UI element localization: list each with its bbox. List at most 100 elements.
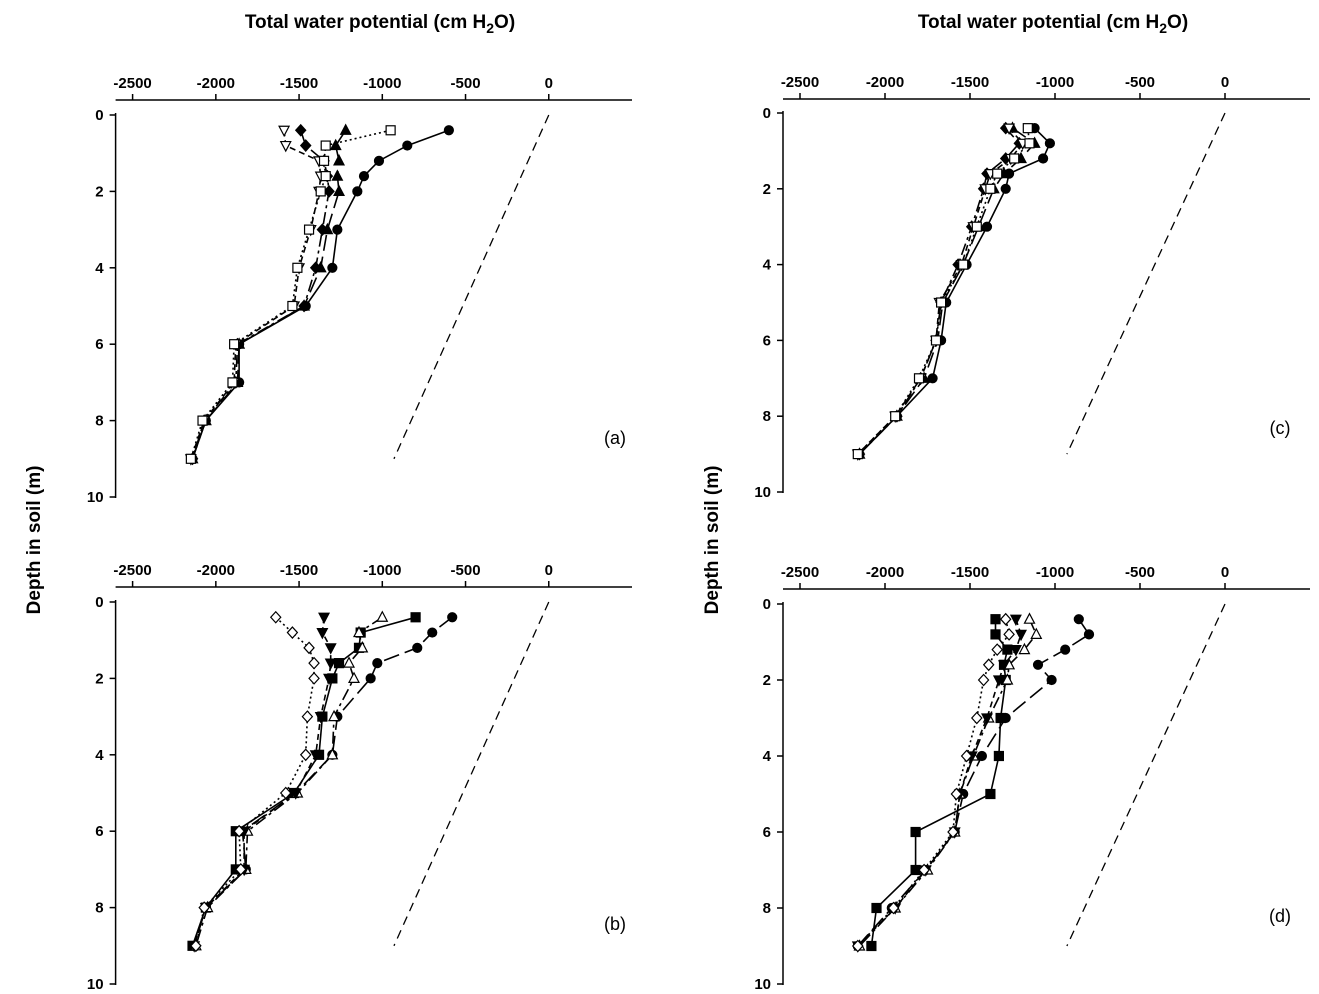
series-3-point [356,641,369,653]
series-5-point [1022,123,1033,134]
series-5-point [287,300,298,312]
series-3-point [328,709,341,722]
x-tick-label: -1000 [363,75,401,92]
series-5-point [301,710,314,723]
series-5-point [971,221,982,232]
series-2-point [866,940,877,952]
x-tick-label: 0 [1221,74,1229,91]
x-tick-label: -500 [451,75,481,92]
series-5-point [308,672,320,685]
series-1-point [1060,644,1071,655]
series-2-point [871,902,882,914]
series-5-point [970,711,983,725]
series-4-point [309,750,322,762]
x-tick-label: 0 [545,75,553,92]
series-4-point [316,627,329,640]
panel-3: -2500 -2000 -1500 -1000 -500 0 0 2 4 6 8 10 (c) [754,74,1310,501]
series-line-1 [193,616,453,947]
series-5-point [320,171,331,182]
y-tick-label: 0 [763,596,771,613]
series-1-point [1037,153,1049,164]
y-tick-label: 10 [754,484,771,501]
series-4-point [279,140,292,153]
series-line-2 [191,616,416,947]
series-3-point [1030,627,1043,640]
series-2-point [910,826,921,838]
series-4-point [314,711,327,724]
y-axis-title-right: Depth in soil (m) [702,466,723,615]
reference-line [1066,112,1226,455]
series-4-point [324,658,337,670]
series-1-point [976,750,988,762]
series-5-point [279,786,292,800]
series-5-point [890,411,901,422]
series-4-point [1009,644,1022,657]
series-line-4 [193,617,332,947]
series-4-point [981,713,993,725]
series-line-4 [857,618,1022,947]
y-tick-label: 6 [95,336,103,353]
series-5-point [233,824,245,838]
series-line-4 [190,130,322,460]
x-tick-label: -500 [1125,74,1155,91]
series-1-point [1000,183,1011,194]
y-tick-label: 8 [95,413,103,430]
y-tick-label: 6 [95,823,103,840]
y-tick-label: 0 [95,594,103,611]
series-5-point [292,262,303,273]
series-2-point [995,712,1006,724]
series-5-point [887,901,900,915]
series-2-point [333,154,346,166]
y-tick-label: 0 [763,105,771,122]
panel-label: (c) [1270,418,1291,438]
x-tick-label: -1000 [1036,74,1074,91]
series-line-2 [858,127,1036,455]
x-tick-label: -1000 [363,562,401,579]
panel-label: (d) [1269,906,1291,926]
series-5-point [303,641,315,655]
series-5-point [308,656,320,670]
series-3-point [309,261,322,275]
series-5-point [985,183,996,194]
top-axis-title-right: Total water potential (cm H2O) [918,12,1188,36]
series-5-point [299,748,312,762]
y-tick-label: 4 [763,748,772,765]
series-3-point [1018,642,1031,655]
series-5-point [190,939,202,953]
series-1-point [1044,138,1056,149]
series-1-point [373,155,385,166]
series-line-1 [857,618,1091,947]
series-2-point [1002,644,1013,655]
series-5-point [385,125,396,136]
series-1-point [352,186,363,197]
series-1-point [443,125,454,136]
series-5-point [198,901,210,914]
series-3-point [1023,612,1036,624]
x-tick-label: 0 [1221,564,1229,581]
series-5-point [947,825,959,839]
series-5-point [851,939,864,953]
series-5-point [269,610,282,624]
series-3-point [316,223,329,236]
y-tick-label: 8 [95,900,103,917]
series-2-point [990,614,1001,625]
y-tick-label: 2 [95,183,103,200]
y-tick-label: 2 [95,670,103,687]
series-1-point [927,373,938,384]
y-tick-label: 2 [763,181,771,198]
series-5-point [991,643,1004,656]
series-5-point [286,626,299,639]
y-tick-label: 10 [87,976,104,993]
series-1-point [1032,659,1044,670]
series-5-point [185,453,196,464]
panel-label: (a) [604,428,626,448]
y-tick-label: 0 [95,107,103,124]
series-5-point [960,749,973,763]
series-3-point [353,625,365,638]
series-5-point [918,863,930,877]
series-4-point [289,788,302,800]
series-line-1 [858,127,1051,455]
panel-2: -2500 -2000 -1500 -1000 -500 0 0 2 4 6 8 10 (b) [87,562,632,993]
y-tick-label: 10 [87,489,104,506]
